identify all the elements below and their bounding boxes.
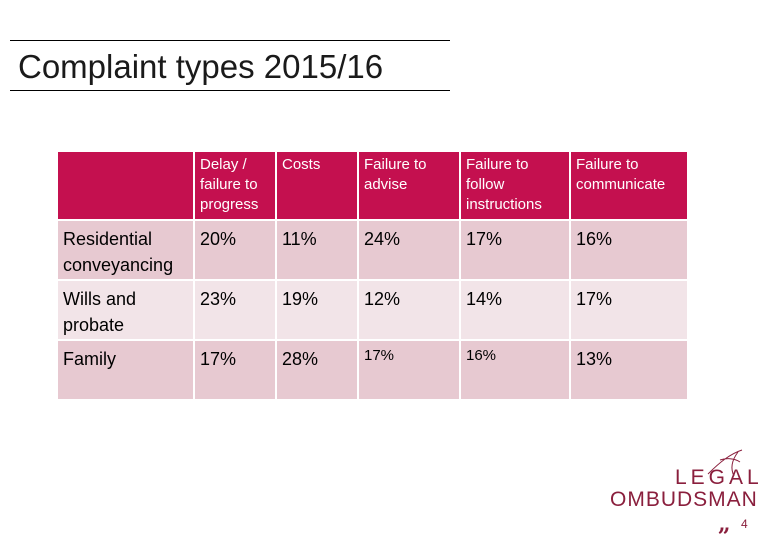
table-cell: 14% xyxy=(460,280,571,341)
header-failure-follow: Failure to follow instructions xyxy=(460,152,571,221)
logo-text-legal: LEGAL xyxy=(675,466,763,489)
table-cell: 20% xyxy=(194,220,277,281)
table-cell: 19% xyxy=(276,280,359,341)
header-costs: Costs xyxy=(276,152,359,221)
table-cell: 16% xyxy=(460,340,571,401)
legal-ombudsman-logo: LEGAL OMBUDSMAN xyxy=(610,448,763,511)
row-label: Wills and probate xyxy=(58,280,195,341)
table-row: Wills and probate 23% 19% 12% 14% 17% xyxy=(58,280,689,341)
header-failure-advise: Failure to advise xyxy=(358,152,461,221)
header-delay: Delay / failure to progress xyxy=(194,152,277,221)
table-row: Residential conveyancing 20% 11% 24% 17%… xyxy=(58,220,689,281)
table-cell: 17% xyxy=(570,280,689,341)
table-cell: 24% xyxy=(358,220,461,281)
header-failure-communicate: Failure to communicate xyxy=(570,152,689,221)
table-row: Family 17% 28% 17% 16% 13% xyxy=(58,340,689,401)
table-cell: 11% xyxy=(276,220,359,281)
table-cell: 12% xyxy=(358,280,461,341)
logo-flourish-icon xyxy=(707,449,743,477)
table-cell: 13% xyxy=(570,340,689,401)
slide-title: Complaint types 2015/16 xyxy=(18,48,384,85)
logo-text-ombudsman: OMBUDSMAN xyxy=(610,488,758,511)
table-cell: 16% xyxy=(570,220,689,281)
table-cell: 17% xyxy=(358,340,461,401)
row-label: Family xyxy=(58,340,195,401)
header-corner-cell xyxy=(58,152,195,221)
title-top-rule xyxy=(10,40,450,41)
table-cell: 17% xyxy=(194,340,277,401)
complaint-types-table: Delay / failure to progress Costs Failur… xyxy=(58,152,689,401)
table-cell: 17% xyxy=(460,220,571,281)
table-cell: 28% xyxy=(276,340,359,401)
quote-mark-icon: „ xyxy=(718,511,731,537)
row-label: Residential conveyancing xyxy=(58,220,195,281)
page-number: 4 xyxy=(741,517,748,531)
title-bottom-rule xyxy=(10,90,450,91)
table-header-row: Delay / failure to progress Costs Failur… xyxy=(58,152,689,221)
table-cell: 23% xyxy=(194,280,277,341)
